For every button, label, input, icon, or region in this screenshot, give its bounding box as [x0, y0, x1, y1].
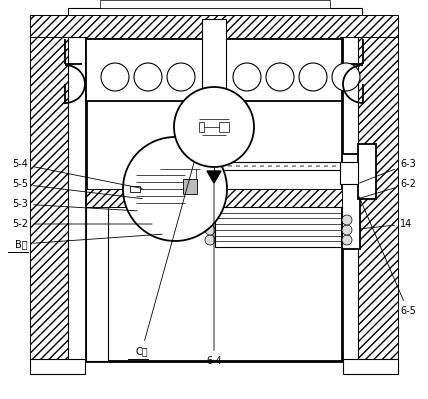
Bar [340, 162, 358, 184]
Bar [203, 70, 225, 72]
Circle shape [233, 63, 261, 91]
Bar [203, 118, 225, 120]
Bar [203, 150, 225, 152]
Bar [203, 26, 225, 28]
Bar [203, 126, 225, 128]
Bar [203, 94, 225, 96]
Bar [358, 144, 376, 199]
Bar [86, 196, 108, 361]
Bar [68, 37, 86, 361]
Text: 5-3: 5-3 [12, 199, 137, 211]
Bar [100, 0, 330, 8]
Bar [203, 142, 225, 144]
Bar [215, 207, 342, 247]
Bar [203, 138, 225, 140]
Bar [203, 62, 225, 64]
Bar [199, 122, 204, 132]
Bar [203, 146, 225, 148]
Bar [86, 39, 342, 361]
Bar [340, 37, 358, 361]
Text: C部: C部 [135, 162, 194, 356]
Bar [203, 50, 225, 52]
Text: B部: B部 [15, 234, 162, 249]
Bar [203, 114, 225, 116]
Bar [203, 38, 225, 40]
Bar [202, 19, 226, 157]
Bar [203, 122, 225, 124]
Bar [203, 74, 225, 76]
Circle shape [299, 63, 327, 91]
Circle shape [205, 225, 215, 235]
Circle shape [342, 215, 352, 225]
Bar [219, 122, 229, 132]
Bar [203, 90, 225, 92]
Bar [203, 58, 225, 60]
Bar [68, 8, 362, 22]
Bar [203, 46, 225, 48]
Bar [203, 82, 225, 84]
Text: 5-5: 5-5 [12, 179, 142, 199]
Circle shape [174, 87, 254, 167]
Text: 5-4: 5-4 [12, 159, 142, 188]
Circle shape [123, 137, 227, 241]
Circle shape [332, 63, 360, 91]
Bar [130, 186, 140, 192]
Text: 6-2: 6-2 [360, 179, 416, 198]
Bar [343, 359, 398, 374]
Bar [203, 34, 225, 36]
Bar [203, 134, 225, 136]
Bar [203, 54, 225, 56]
Bar [203, 102, 225, 104]
Bar [86, 39, 342, 101]
Bar [30, 359, 85, 374]
Bar [203, 130, 225, 132]
Circle shape [101, 63, 129, 91]
Bar [183, 179, 197, 194]
Bar [203, 106, 225, 108]
Circle shape [342, 235, 352, 245]
Text: 6-3: 6-3 [360, 159, 416, 183]
Bar [203, 98, 225, 100]
Circle shape [266, 63, 294, 91]
Bar [203, 42, 225, 44]
Bar [203, 78, 225, 80]
Bar [30, 37, 70, 361]
Bar [203, 30, 225, 32]
Text: 5-2: 5-2 [12, 219, 152, 229]
Circle shape [205, 235, 215, 245]
Circle shape [205, 215, 215, 225]
Text: 6-4: 6-4 [206, 174, 222, 366]
Bar [203, 66, 225, 68]
Bar [30, 15, 398, 39]
Text: 6-5: 6-5 [359, 197, 416, 316]
Bar [203, 86, 225, 88]
Circle shape [342, 225, 352, 235]
Text: 14: 14 [361, 219, 412, 229]
Bar [203, 154, 225, 156]
Polygon shape [207, 171, 221, 183]
Bar [358, 37, 398, 361]
Bar [86, 189, 342, 207]
Circle shape [167, 63, 195, 91]
Circle shape [134, 63, 162, 91]
Bar [203, 110, 225, 112]
Bar [342, 154, 360, 249]
Bar [203, 22, 225, 24]
